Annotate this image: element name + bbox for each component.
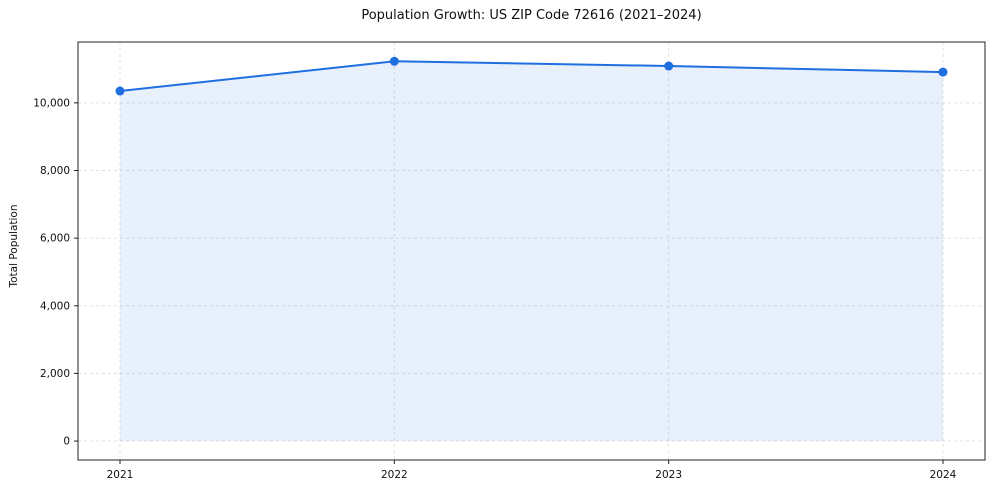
x-tick-label: 2023 (655, 469, 682, 481)
data-line (119, 60, 944, 93)
y-tick-label: 10,000 (33, 97, 70, 109)
x-tick-label: 2022 (381, 469, 408, 481)
y-tick-label: 6,000 (40, 233, 70, 245)
y-tick-label: 4,000 (40, 300, 70, 312)
plot-border (77, 41, 986, 461)
x-tick-label: 2024 (930, 469, 957, 481)
y-tick-label: 8,000 (40, 165, 70, 177)
data-point-marker (115, 86, 125, 96)
y-tick-label: 0 (63, 436, 70, 448)
data-point-marker (389, 56, 399, 66)
y-tick-label: 2,000 (40, 368, 70, 380)
area-fill (120, 61, 943, 442)
chart-title: Population Growth: US ZIP Code 72616 (20… (361, 8, 702, 23)
data-point-marker (664, 61, 674, 71)
x-tick-label: 2021 (107, 469, 134, 481)
data-point-marker (938, 67, 948, 77)
